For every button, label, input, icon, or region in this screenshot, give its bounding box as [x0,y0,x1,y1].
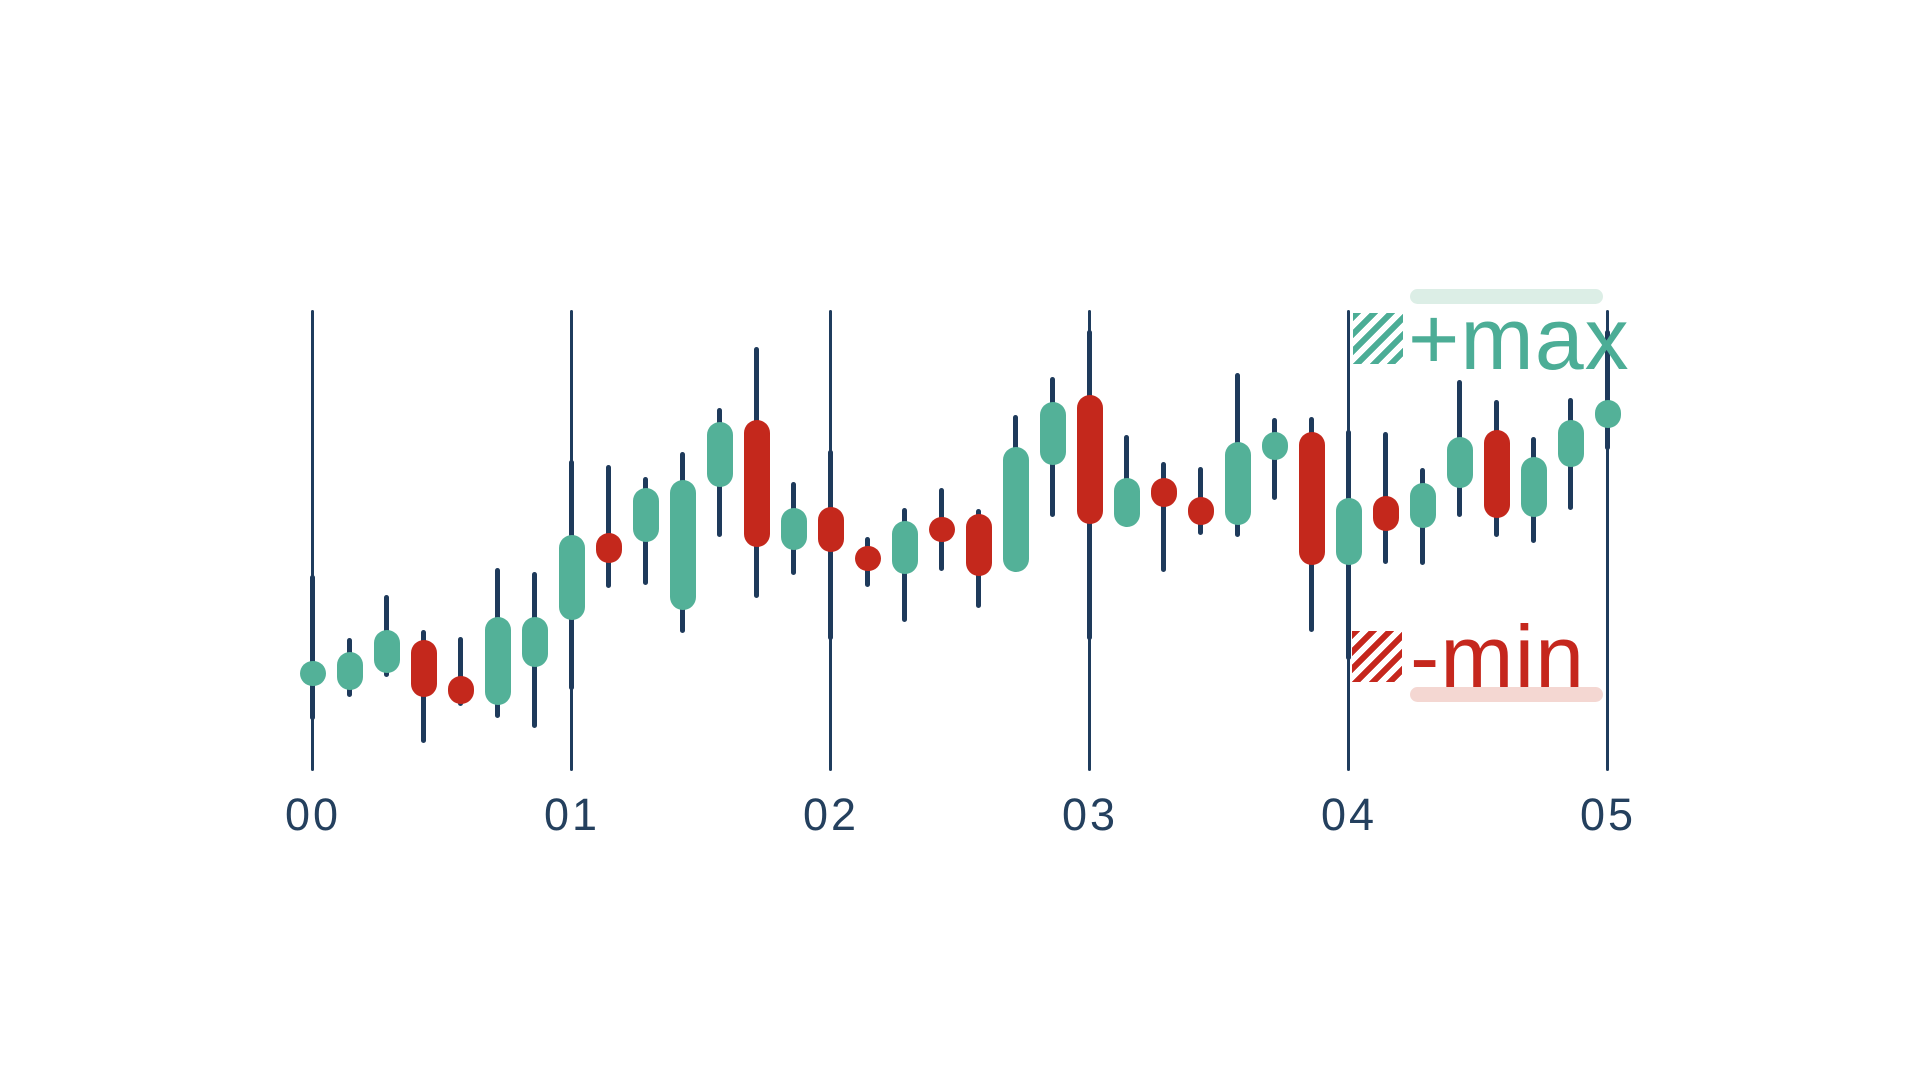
candle-body-up [1225,442,1251,525]
candle-body-up [1558,420,1584,467]
candle-wick [310,575,315,720]
x-axis-label: 00 [284,789,342,840]
candle-body-down [411,640,437,697]
x-gridline [1606,310,1609,771]
candle-body-up [1410,483,1436,528]
min-label: -min [1410,607,1586,706]
candle-body-up [633,488,659,542]
candle-body-down [818,507,844,552]
candle-body-down [855,546,881,571]
candle-body-down [596,533,622,563]
min-highlight-bar [1410,687,1603,702]
x-axis-label: 05 [1579,789,1637,840]
candle-body-up [1336,498,1362,565]
candle-body-up [485,617,511,705]
candle-body-down [966,514,992,576]
candle-body-down [448,676,474,704]
candle-body-up [374,630,400,673]
candle-body-up [300,661,326,686]
candle-body-up [1521,457,1547,517]
candle-wick [1161,462,1166,572]
x-gridline [311,310,314,771]
candle-body-up [670,480,696,610]
candle-body-down [744,420,770,547]
candle-body-up [707,422,733,487]
max-hatch-icon [1353,313,1403,364]
candle-body-down [1299,432,1325,565]
candle-wick [458,637,463,706]
candle-body-up [781,508,807,550]
x-axis-label: 04 [1320,789,1378,840]
candle-body-up [1114,478,1140,527]
min-hatch-icon [1352,631,1402,682]
max-highlight-bar [1410,289,1603,304]
candle-body-up [1447,437,1473,488]
candle-wick [1605,330,1610,450]
candle-body-up [892,521,918,574]
max-label: +max [1408,289,1630,388]
candle-body-down [1373,496,1399,531]
candle-body-up [1040,402,1066,465]
candle-body-up [337,652,363,690]
candle-body-down [1151,478,1177,507]
candle-wick [606,465,611,588]
candle-body-down [1484,430,1510,518]
candle-body-up [1003,447,1029,572]
x-axis-label: 02 [802,789,860,840]
x-axis-label: 03 [1061,789,1119,840]
candle-body-down [1077,395,1103,524]
candle-body-up [559,535,585,620]
candle-body-up [1595,400,1621,428]
candle-body-down [1188,497,1214,525]
x-axis-label: 01 [543,789,601,840]
candle-body-up [1262,432,1288,460]
candle-body-down [929,517,955,542]
candle-body-up [522,617,548,667]
